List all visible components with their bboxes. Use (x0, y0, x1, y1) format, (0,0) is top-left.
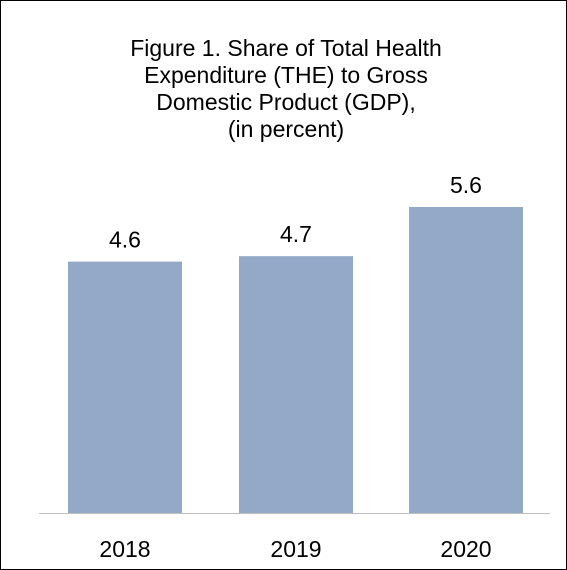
x-tick-label-2018: 2018 (99, 536, 150, 562)
x-tick-label-2020: 2020 (440, 536, 491, 562)
bar-2020 (409, 207, 523, 513)
bar-2018 (68, 261, 182, 513)
bar-2019 (239, 256, 353, 513)
data-label-2018: 4.6 (109, 227, 141, 253)
chart-title-line-2: Expenditure (THE) to Gross (144, 62, 428, 88)
chart-title-line-1: Figure 1. Share of Total Health (130, 35, 442, 61)
data-label-2020: 5.6 (450, 172, 482, 198)
chart-title-line-3: Domestic Product (GDP), (156, 89, 416, 115)
chart-title-line-4: (in percent) (227, 116, 345, 142)
x-tick-label-2019: 2019 (270, 536, 321, 562)
chart-title: Figure 1. Share of Total Health Expendit… (41, 35, 531, 143)
data-label-2019: 4.7 (280, 221, 312, 247)
